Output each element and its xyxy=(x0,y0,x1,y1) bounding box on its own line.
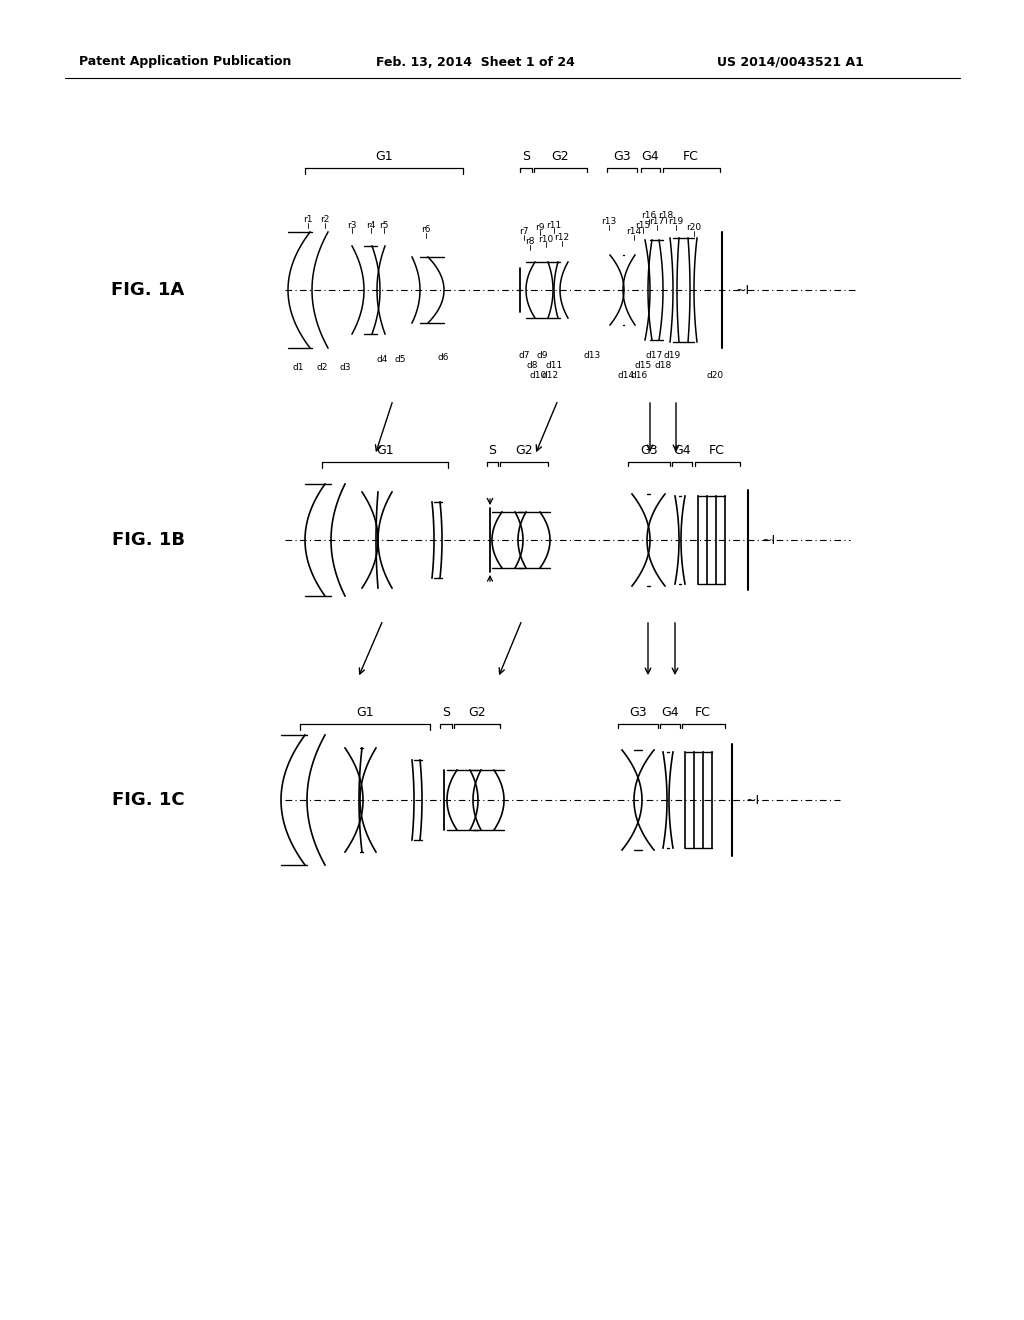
Text: ~I: ~I xyxy=(762,533,776,546)
Text: r16: r16 xyxy=(641,211,656,220)
Text: r2: r2 xyxy=(321,215,330,224)
Text: d1: d1 xyxy=(292,363,304,372)
Text: G1: G1 xyxy=(375,149,393,162)
Text: d9: d9 xyxy=(537,351,548,359)
Text: S: S xyxy=(488,444,496,457)
Text: Feb. 13, 2014  Sheet 1 of 24: Feb. 13, 2014 Sheet 1 of 24 xyxy=(376,55,574,69)
Text: r13: r13 xyxy=(601,218,616,227)
Text: S: S xyxy=(522,149,530,162)
Text: d4: d4 xyxy=(376,355,388,364)
Text: G3: G3 xyxy=(613,149,631,162)
Text: r15: r15 xyxy=(635,220,650,230)
Text: d19: d19 xyxy=(664,351,681,359)
Text: r5: r5 xyxy=(379,220,389,230)
Text: d17: d17 xyxy=(645,351,663,359)
Text: FC: FC xyxy=(683,149,699,162)
Text: d7: d7 xyxy=(518,351,529,359)
Text: ~I: ~I xyxy=(736,284,751,297)
Text: G2: G2 xyxy=(468,705,485,718)
Text: r7: r7 xyxy=(519,227,528,236)
Text: FIG. 1C: FIG. 1C xyxy=(112,791,184,809)
Text: d14: d14 xyxy=(617,371,635,380)
Text: G4: G4 xyxy=(662,705,679,718)
Text: FIG. 1A: FIG. 1A xyxy=(112,281,184,300)
Text: G1: G1 xyxy=(356,705,374,718)
Text: d6: d6 xyxy=(437,354,449,363)
Text: G3: G3 xyxy=(629,705,647,718)
Text: d3: d3 xyxy=(339,363,351,372)
Text: d10: d10 xyxy=(529,371,547,380)
Text: FC: FC xyxy=(695,705,711,718)
Text: r18: r18 xyxy=(658,210,674,219)
Text: r12: r12 xyxy=(554,234,569,243)
Text: G2: G2 xyxy=(551,149,568,162)
Text: FIG. 1B: FIG. 1B xyxy=(112,531,184,549)
Text: r6: r6 xyxy=(421,226,431,235)
Text: G3: G3 xyxy=(640,444,657,457)
Text: FC: FC xyxy=(709,444,725,457)
Text: d2: d2 xyxy=(316,363,328,372)
Text: r10: r10 xyxy=(539,235,554,243)
Text: r3: r3 xyxy=(347,220,356,230)
Text: r4: r4 xyxy=(367,220,376,230)
Text: r14: r14 xyxy=(627,227,642,236)
Text: r1: r1 xyxy=(303,215,312,224)
Text: r20: r20 xyxy=(686,223,701,232)
Text: ~I: ~I xyxy=(746,793,760,807)
Text: G4: G4 xyxy=(641,149,658,162)
Text: r11: r11 xyxy=(547,220,561,230)
Text: r9: r9 xyxy=(536,223,545,231)
Text: d16: d16 xyxy=(631,371,647,380)
Text: US 2014/0043521 A1: US 2014/0043521 A1 xyxy=(717,55,863,69)
Text: d5: d5 xyxy=(394,355,406,364)
Text: G4: G4 xyxy=(673,444,691,457)
Text: d18: d18 xyxy=(654,360,672,370)
Text: d8: d8 xyxy=(526,360,538,370)
Text: d12: d12 xyxy=(542,371,558,380)
Text: r8: r8 xyxy=(525,238,535,247)
Text: S: S xyxy=(442,705,450,718)
Text: r19: r19 xyxy=(669,218,684,227)
Text: G1: G1 xyxy=(376,444,394,457)
Text: d13: d13 xyxy=(584,351,601,359)
Text: Patent Application Publication: Patent Application Publication xyxy=(79,55,291,69)
Text: G2: G2 xyxy=(515,444,532,457)
Text: r17: r17 xyxy=(649,218,665,227)
Text: d20: d20 xyxy=(707,371,724,380)
Text: d11: d11 xyxy=(546,360,562,370)
Text: d15: d15 xyxy=(635,360,651,370)
